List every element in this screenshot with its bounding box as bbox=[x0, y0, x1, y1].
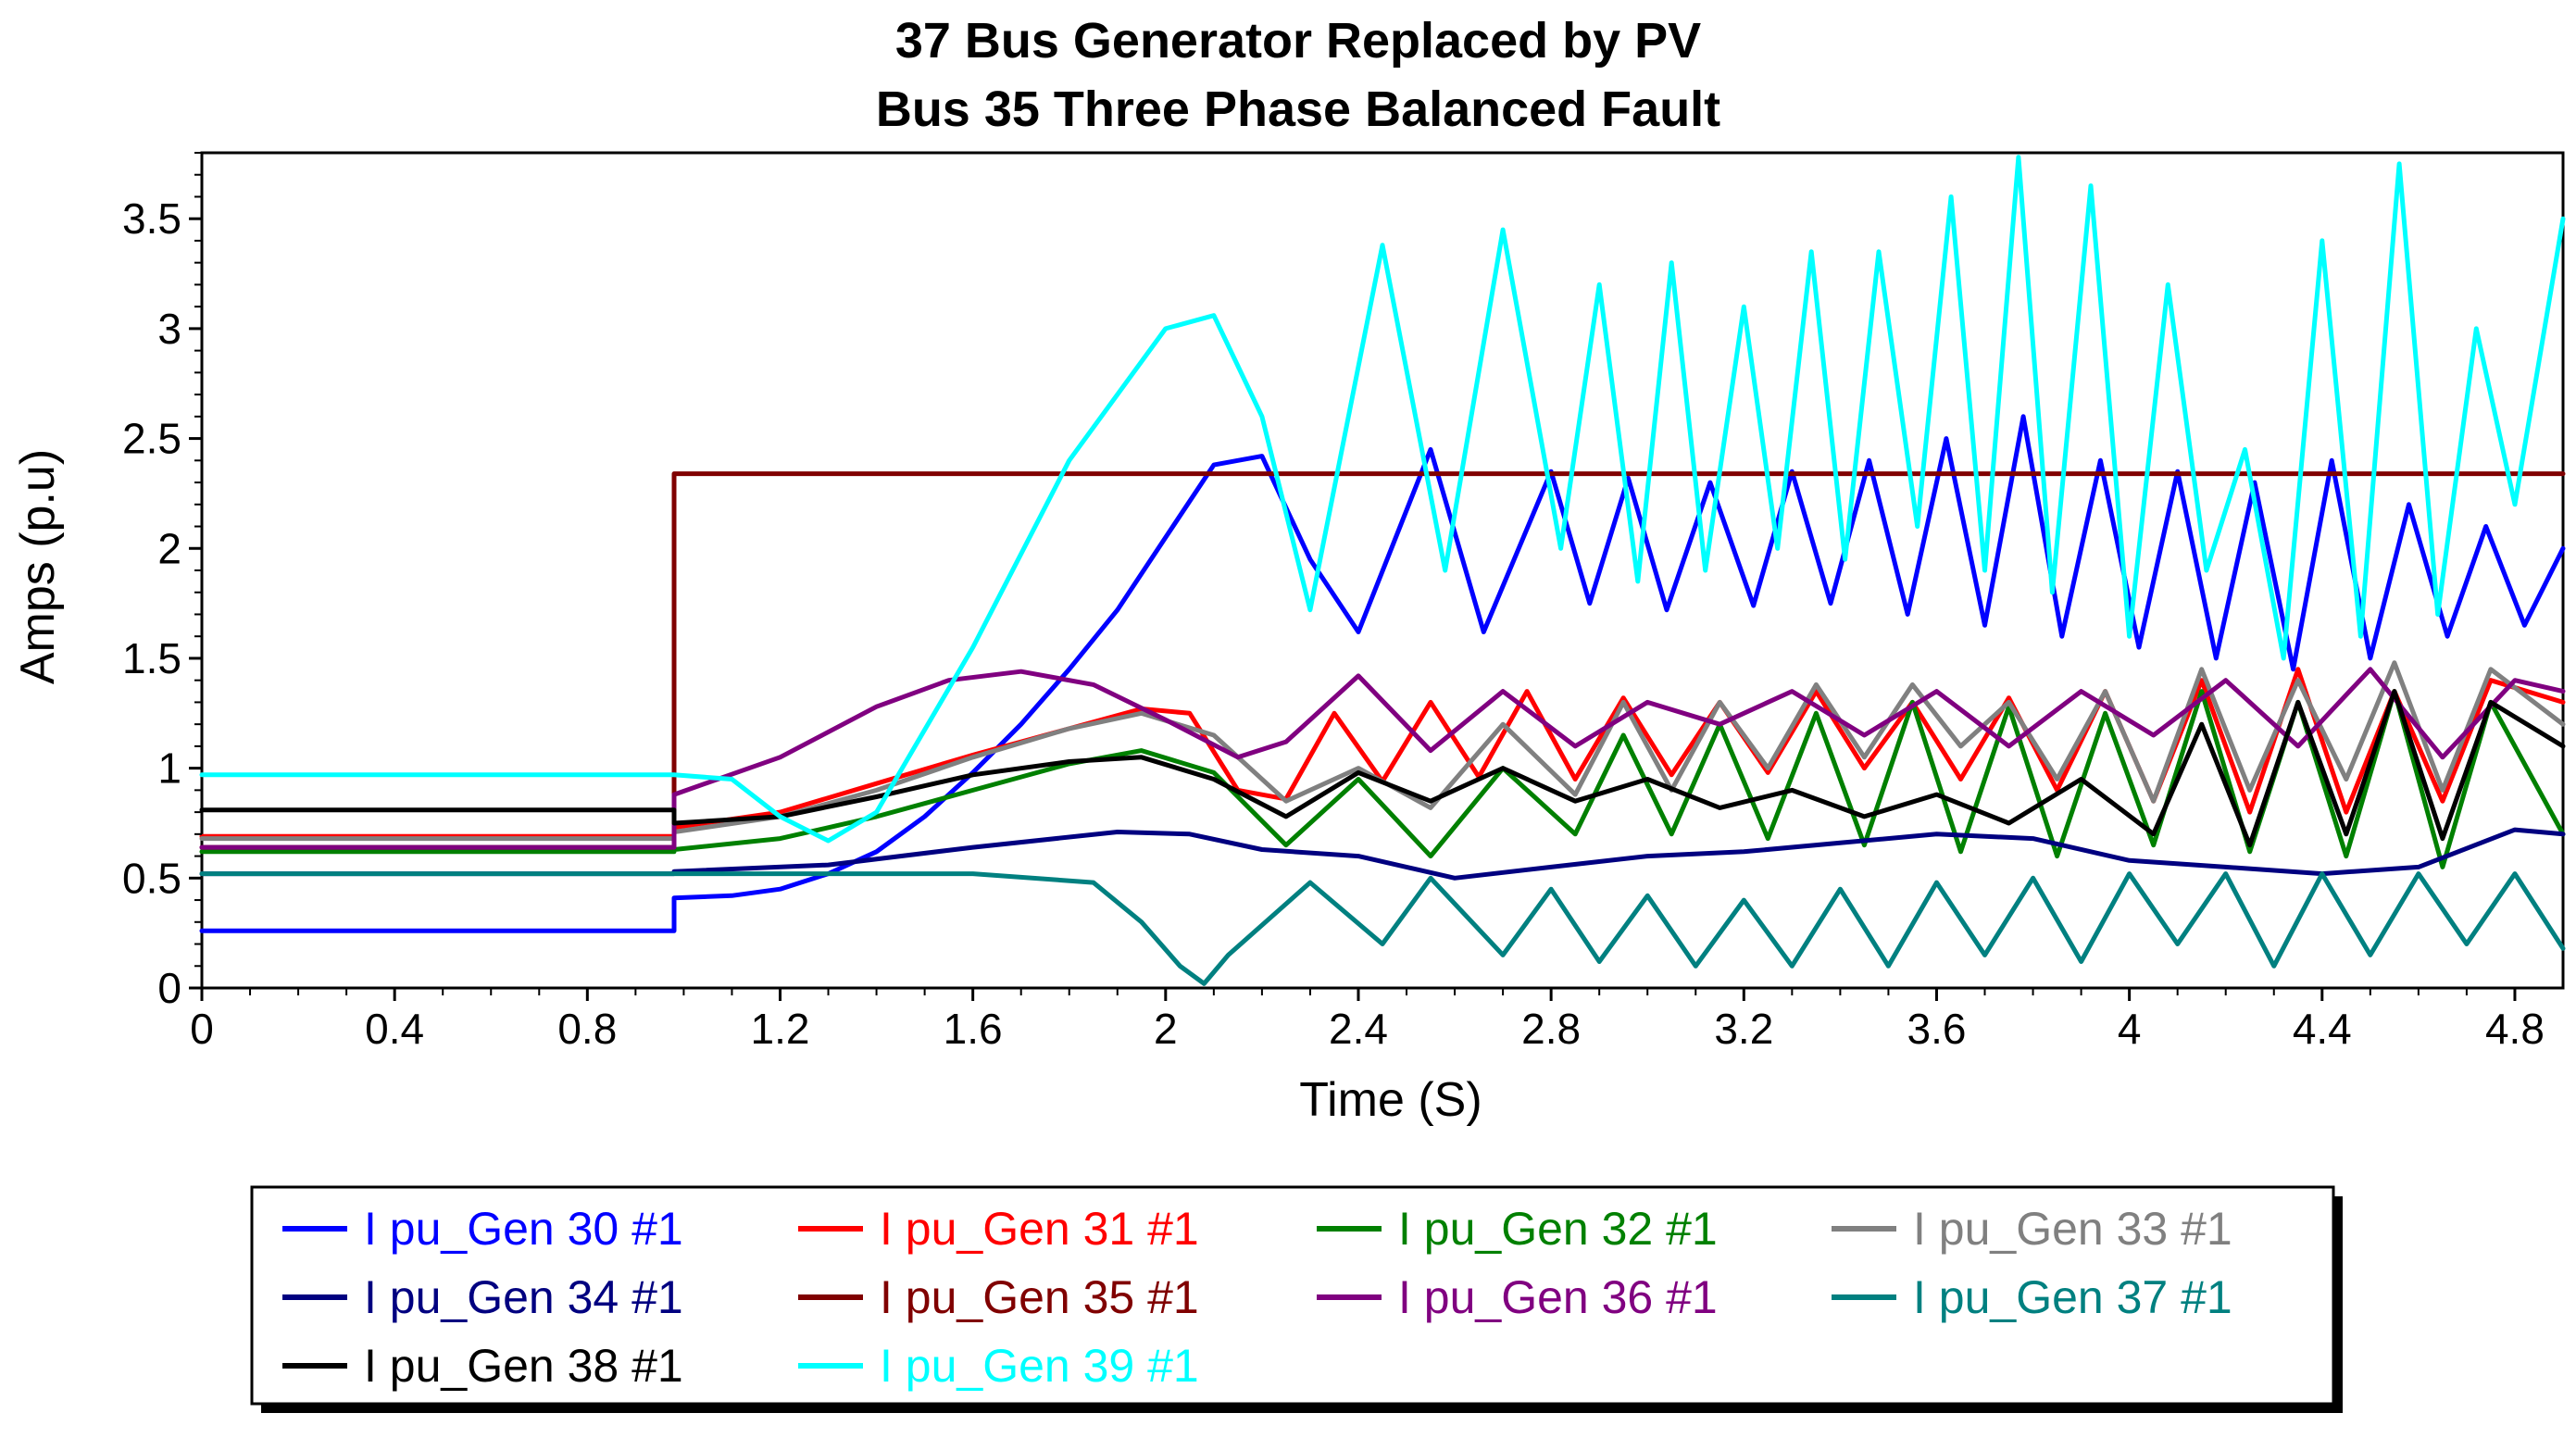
plot-area: 0 0.4 0.8 1.2 1.6 2 2.4 2.8 3.2 3.6 4 4.4 4.8 0 0.5 1 1… bbox=[122, 151, 2566, 1053]
series-line-i-pu-gen-37-1 bbox=[199, 871, 2566, 986]
legend-items: I pu_Gen 30 #1 I pu_Gen 31 #1 I pu_Gen 32 … bbox=[282, 1203, 2232, 1392]
legend: I pu_Gen 30 #1 I pu_Gen 31 #1 I pu_Gen 32 … bbox=[250, 1185, 2343, 1413]
chart-title-line-1: 37 Bus Generator Replaced by PV bbox=[895, 13, 1701, 69]
y-tick-label: 2.5 bbox=[122, 415, 181, 463]
x-axis-label: Time (S) bbox=[1299, 1073, 1482, 1127]
legend-label: I pu_Gen 39 #1 bbox=[880, 1340, 1199, 1392]
legend-item: I pu_Gen 36 #1 bbox=[1317, 1271, 1718, 1323]
legend-label: I pu_Gen 31 #1 bbox=[880, 1203, 1199, 1255]
legend-label: I pu_Gen 32 #1 bbox=[1398, 1203, 1718, 1255]
x-tick-label: 3.2 bbox=[1714, 1005, 1773, 1053]
legend-label: I pu_Gen 38 #1 bbox=[364, 1340, 683, 1392]
y-tick-label: 1.5 bbox=[122, 634, 181, 682]
x-tick-label: 1.6 bbox=[944, 1005, 1003, 1053]
x-tick-label: 2 bbox=[1154, 1005, 1178, 1053]
legend-item: I pu_Gen 33 #1 bbox=[1832, 1203, 2232, 1255]
legend-label: I pu_Gen 36 #1 bbox=[1398, 1271, 1718, 1323]
x-tick-label: 0 bbox=[190, 1005, 214, 1053]
legend-label: I pu_Gen 34 #1 bbox=[364, 1271, 683, 1323]
legend-label: I pu_Gen 37 #1 bbox=[1913, 1271, 2232, 1323]
y-axis-label: Amps (p.u) bbox=[11, 449, 65, 684]
x-tick-label: 1.2 bbox=[751, 1005, 810, 1053]
y-tick-label: 3.5 bbox=[122, 194, 181, 243]
x-tick-label: 2.4 bbox=[1329, 1005, 1388, 1053]
y-tick-label: 2 bbox=[157, 524, 181, 572]
y-axis-ticks: 0 0.5 1 1.5 2 2.5 3 3.5 bbox=[122, 152, 202, 1012]
chart-title-line-2: Bus 35 Three Phase Balanced Fault bbox=[876, 81, 1720, 137]
legend-item: I pu_Gen 31 #1 bbox=[798, 1203, 1199, 1255]
legend-item: I pu_Gen 39 #1 bbox=[798, 1340, 1199, 1392]
legend-item: I pu_Gen 30 #1 bbox=[282, 1203, 683, 1255]
legend-label: I pu_Gen 33 #1 bbox=[1913, 1203, 2232, 1255]
series-line-i-pu-gen-36-1 bbox=[199, 667, 2566, 850]
y-tick-label: 0 bbox=[157, 964, 181, 1012]
legend-item: I pu_Gen 34 #1 bbox=[282, 1271, 683, 1323]
x-tick-label: 3.6 bbox=[1907, 1005, 1966, 1053]
legend-label: I pu_Gen 35 #1 bbox=[880, 1271, 1199, 1323]
y-tick-label: 0.5 bbox=[122, 854, 181, 902]
series-layer bbox=[199, 155, 2566, 986]
legend-item: I pu_Gen 32 #1 bbox=[1317, 1203, 1718, 1255]
series-line-i-pu-gen-38-1 bbox=[199, 689, 2566, 848]
series-line-i-pu-gen-34-1 bbox=[199, 827, 2566, 881]
x-tick-label: 0.8 bbox=[557, 1005, 617, 1053]
legend-item: I pu_Gen 38 #1 bbox=[282, 1340, 683, 1392]
x-axis-ticks: 0 0.4 0.8 1.2 1.6 2 2.4 2.8 3.2 3.6 4 4.4 4.8 bbox=[190, 988, 2545, 1053]
x-tick-label: 4.4 bbox=[2293, 1005, 2352, 1053]
x-tick-label: 4 bbox=[2118, 1005, 2142, 1053]
y-tick-label: 3 bbox=[157, 305, 181, 353]
x-tick-label: 2.8 bbox=[1521, 1005, 1581, 1053]
y-tick-label: 1 bbox=[157, 744, 181, 793]
series-line-i-pu-gen-39-1 bbox=[199, 155, 2566, 844]
series-line-i-pu-gen-35-1 bbox=[199, 471, 2566, 850]
x-tick-label: 4.8 bbox=[2485, 1005, 2545, 1053]
series-line-i-pu-gen-33-1 bbox=[199, 660, 2566, 842]
legend-item: I pu_Gen 37 #1 bbox=[1832, 1271, 2232, 1323]
legend-label: I pu_Gen 30 #1 bbox=[364, 1203, 683, 1255]
legend-item: I pu_Gen 35 #1 bbox=[798, 1271, 1199, 1323]
x-tick-label: 0.4 bbox=[365, 1005, 424, 1053]
legend-box bbox=[250, 1185, 2335, 1406]
